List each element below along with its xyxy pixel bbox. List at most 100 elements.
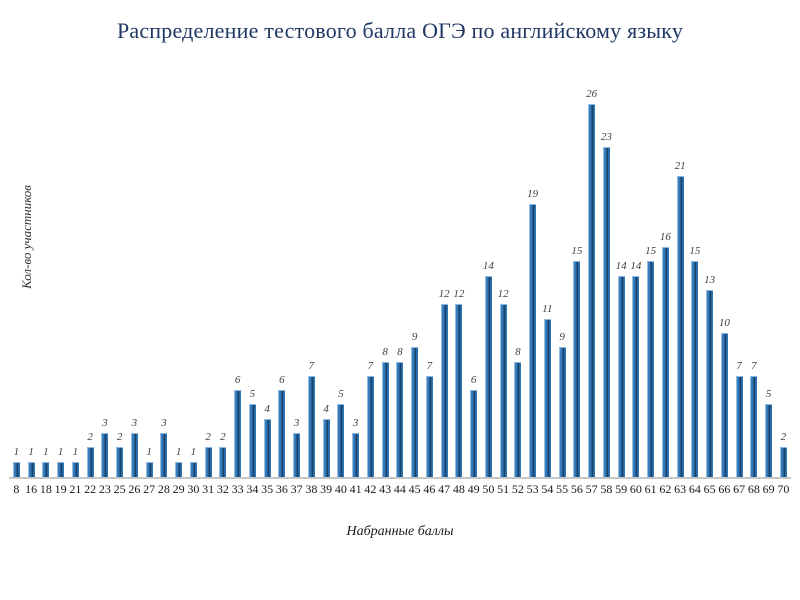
x-tick-label: 51: [497, 482, 510, 496]
bar: [617, 275, 625, 477]
x-tick-label: 27: [143, 482, 156, 496]
x-tick-label: 56: [570, 482, 583, 496]
bar: [573, 261, 581, 477]
x-tick-label: 41: [349, 482, 362, 496]
x-tick-label: 64: [688, 482, 701, 496]
bar: [750, 375, 758, 477]
bar-column: 8: [378, 88, 393, 477]
bar-column: 21: [673, 88, 688, 477]
bar: [263, 418, 271, 477]
x-tick-label: 19: [54, 482, 67, 496]
x-tick-label: 47: [438, 482, 451, 496]
bar: [661, 247, 669, 477]
bar: [676, 175, 684, 477]
x-tick-label: 49: [467, 482, 480, 496]
bar: [735, 375, 743, 477]
x-tick-label: 50: [482, 482, 495, 496]
x-tick-label: 61: [644, 482, 657, 496]
bar-column: 12: [496, 88, 511, 477]
bar: [381, 361, 389, 477]
x-tick-label: 54: [541, 482, 554, 496]
bar-value-label: 5: [249, 388, 256, 401]
bar-column: 7: [732, 88, 747, 477]
x-tick-label: 59: [615, 482, 628, 496]
bar: [647, 261, 655, 477]
bar-column: 3: [98, 88, 113, 477]
bar-value-label: 9: [559, 331, 565, 344]
bar-value-label: 1: [43, 445, 49, 458]
bar: [602, 146, 610, 477]
x-tick-label: 40: [334, 482, 347, 496]
bar-value-label: 3: [102, 417, 108, 430]
x-tick-label: 46: [423, 482, 436, 496]
bar-column: 15: [688, 88, 703, 477]
bar: [160, 433, 168, 477]
bar-column: 6: [230, 88, 245, 477]
bar-column: 6: [466, 88, 481, 477]
x-tick-label: 36: [275, 482, 288, 496]
x-tick-label: 60: [629, 482, 642, 496]
bar: [116, 447, 124, 477]
bar-value-label: 3: [293, 417, 300, 430]
bar-column: 5: [334, 88, 349, 477]
bar-value-label: 3: [131, 417, 138, 430]
bar-column: 8: [511, 88, 526, 477]
bar-column: 4: [319, 88, 334, 477]
bar-value-label: 23: [600, 130, 612, 143]
bar-column: 2: [776, 88, 791, 477]
bar: [765, 404, 773, 477]
bar: [337, 404, 345, 477]
bar-value-label: 4: [323, 402, 329, 415]
bar: [189, 461, 197, 477]
bar-column: 12: [437, 88, 452, 477]
bar-column: 1: [171, 88, 186, 477]
x-tick-label: 31: [202, 482, 215, 496]
bar-column: 16: [658, 88, 673, 477]
bar-column: 14: [481, 88, 496, 477]
x-tick-row: 8 16 18 19 21 22 23 25 26 27 28 29 30 31 32 33 34 35 36 37 3…: [9, 483, 791, 495]
bar-value-label: 1: [72, 445, 79, 458]
bar-value-label: 2: [87, 431, 93, 444]
x-tick-label: 32: [216, 482, 229, 496]
bar: [499, 304, 507, 477]
bar: [514, 361, 522, 477]
bar: [396, 361, 404, 477]
bar: [484, 275, 492, 477]
bar-column: 5: [245, 88, 260, 477]
x-tick-label: 45: [408, 482, 421, 496]
x-tick-label: 35: [261, 482, 274, 496]
bar-column: 7: [363, 88, 378, 477]
x-tick-label: 23: [98, 482, 111, 496]
x-tick-label: 58: [600, 482, 613, 496]
bar-value-label: 15: [645, 245, 657, 258]
bar-value-label: 1: [57, 445, 64, 458]
bar: [57, 461, 65, 477]
bar: [27, 461, 35, 477]
bar-column: 9: [555, 88, 570, 477]
bar-column: 14: [614, 88, 629, 477]
bar-column: 13: [702, 88, 717, 477]
x-tick-label: 62: [659, 482, 672, 496]
bar-column: 2: [201, 88, 216, 477]
bar-column: 2: [216, 88, 231, 477]
x-tick-label: 30: [187, 482, 200, 496]
bar: [558, 347, 566, 477]
x-tick-label: 52: [511, 482, 524, 496]
bar-value-label: 8: [382, 345, 388, 358]
x-tick-label: 37: [290, 482, 303, 496]
x-tick-label: 67: [733, 482, 746, 496]
bar-column: 19: [525, 88, 540, 477]
bar-column: 3: [348, 88, 363, 477]
bar: [86, 447, 94, 477]
bar-column: 15: [643, 88, 658, 477]
bar: [71, 461, 79, 477]
x-tick-label: 22: [84, 482, 97, 496]
bar-value-label: 14: [482, 259, 494, 272]
bar: [779, 447, 787, 477]
x-tick-label: 25: [113, 482, 126, 496]
bar-column: 6: [275, 88, 290, 477]
bar: [307, 375, 315, 477]
x-tick-label: 55: [556, 482, 569, 496]
bar-column: 15: [570, 88, 585, 477]
